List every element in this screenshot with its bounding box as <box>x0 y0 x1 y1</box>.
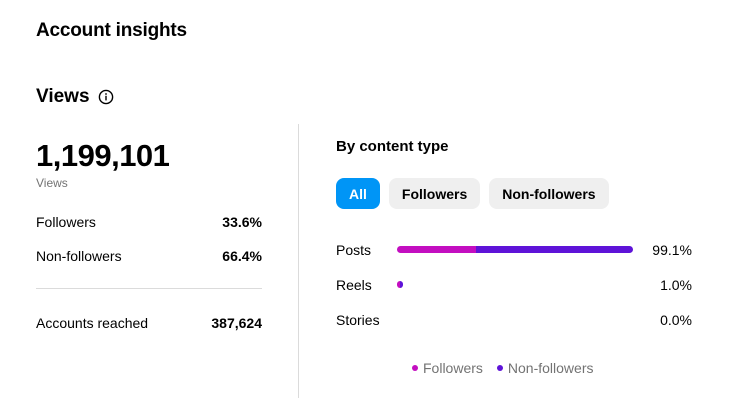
bar-row-posts: Posts 99.1% <box>336 240 692 260</box>
stat-value: 387,624 <box>211 315 262 331</box>
bar-track <box>397 246 635 253</box>
column-divider <box>298 124 299 398</box>
stat-value: 66.4% <box>222 248 262 264</box>
legend-item-followers: Followers <box>412 360 483 376</box>
bar-row-stories: Stories 0.0% <box>336 310 692 330</box>
legend-label: Followers <box>423 360 483 376</box>
stat-label: Accounts reached <box>36 315 149 331</box>
content-type-title: By content type <box>336 138 449 155</box>
stat-value: 33.6% <box>222 214 262 230</box>
bar-value-label: 99.1% <box>652 242 692 258</box>
legend-item-non-followers: Non-followers <box>496 360 594 376</box>
chart-legend: Followers Non-followers <box>412 360 594 376</box>
bar-value-label: 0.0% <box>660 312 692 328</box>
filter-chip-non-followers[interactable]: Non-followers <box>489 178 609 209</box>
bar-value-label: 1.0% <box>660 277 692 293</box>
bar-segment-followers[interactable] <box>397 246 476 253</box>
bar-track <box>397 281 635 288</box>
stat-row-followers: Followers 33.6% <box>36 214 262 230</box>
stat-row-non-followers: Non-followers 66.4% <box>36 248 262 264</box>
bar-segment-non-followers[interactable] <box>475 246 633 253</box>
views-summary: 1,199,101 Views Followers 33.6% Non-foll… <box>36 138 262 331</box>
legend-label: Non-followers <box>507 360 594 376</box>
views-section-header: Views <box>36 86 114 108</box>
filter-chip-followers[interactable]: Followers <box>388 178 481 209</box>
views-title: Views <box>36 86 90 107</box>
bar-category-label: Stories <box>336 312 380 328</box>
bar-row-reels: Reels 1.0% <box>336 275 692 295</box>
legend-dot <box>496 365 503 371</box>
info-icon[interactable] <box>98 89 114 105</box>
bar-category-label: Posts <box>336 242 372 258</box>
views-total: 1,199,101 <box>36 138 170 173</box>
bar-segment-non-followers[interactable] <box>400 281 403 288</box>
bar-segment-followers[interactable] <box>397 281 400 288</box>
filter-chips: All Followers Non-followers <box>336 178 609 209</box>
content-type-panel: By content type All Followers Non-follow… <box>336 138 696 376</box>
divider <box>36 288 262 289</box>
page-title: Account insights <box>36 20 187 41</box>
stat-label: Non-followers <box>36 248 122 264</box>
stat-label: Followers <box>36 214 96 230</box>
legend-dot <box>412 365 418 371</box>
stat-row-accounts-reached: Accounts reached 387,624 <box>36 315 262 331</box>
filter-chip-all[interactable]: All <box>336 178 380 209</box>
views-total-label: Views <box>36 176 68 190</box>
bar-category-label: Reels <box>336 277 372 293</box>
bar-track <box>397 316 635 323</box>
